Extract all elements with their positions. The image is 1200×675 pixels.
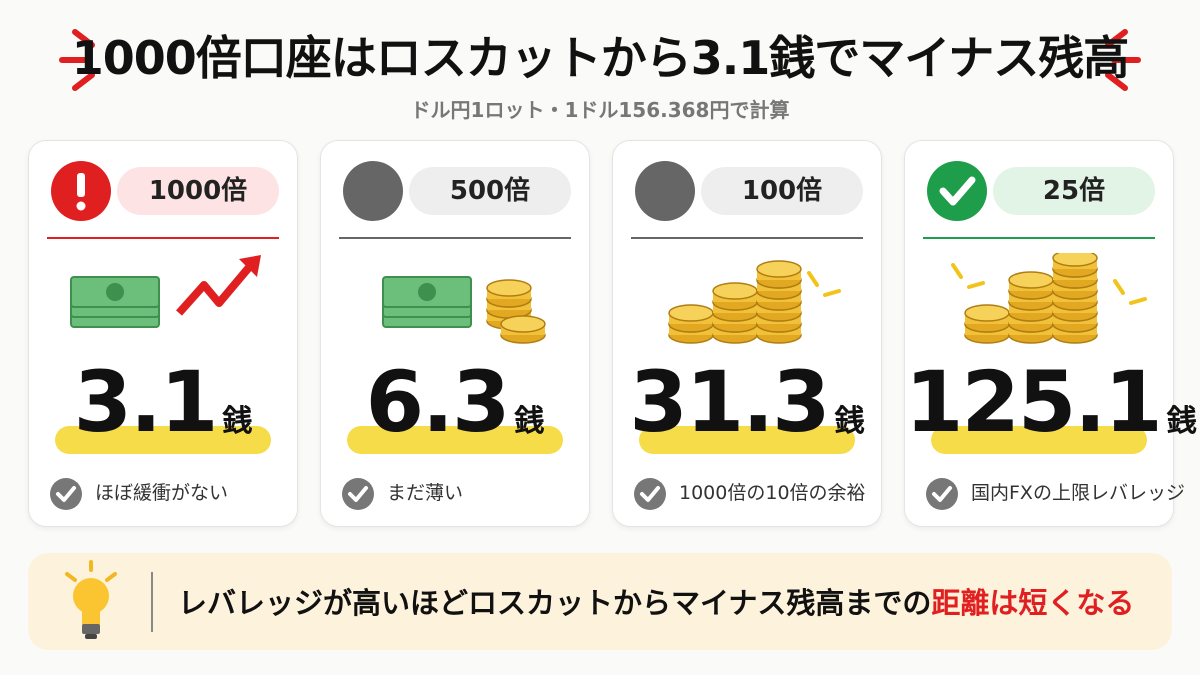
- value-row: 6.3 銭: [321, 353, 589, 451]
- value: 6.3: [365, 353, 511, 451]
- badge-icon: [51, 161, 111, 221]
- card: 100倍 31.3 銭 1000倍の10倍の余裕: [612, 140, 882, 527]
- card: 25倍 125.1 銭 国内FXの上限レバレッジ: [904, 140, 1197, 527]
- value-row: 125.1 銭: [905, 353, 1197, 451]
- illustration: [70, 255, 261, 328]
- badge-icon: [343, 161, 403, 221]
- footer-message: レバレッジが高いほどロスカットからマイナス残高までの: [178, 586, 932, 620]
- value-highlight: [931, 426, 1147, 454]
- check-icon: [634, 478, 666, 510]
- unit: 銭: [514, 404, 545, 439]
- badge-icon: [635, 161, 695, 221]
- unit: 銭: [222, 404, 253, 439]
- badge-icon: [927, 161, 987, 221]
- unit: 銭: [1166, 404, 1197, 439]
- note: 国内FXの上限レバレッジ: [971, 482, 1185, 504]
- value: 31.3: [629, 353, 830, 451]
- card: 1000倍 3.1 銭 ほぼ緩衝がない: [28, 140, 298, 527]
- footer-highlight: 距離は短くなる: [931, 586, 1135, 620]
- subtitle: ドル円1ロット・1ドル156.368円で計算: [410, 98, 790, 122]
- illustration: [668, 260, 841, 344]
- leverage-label: 1000倍: [117, 167, 279, 215]
- value: 125.1: [905, 353, 1163, 451]
- leverage-label: 500倍: [409, 167, 571, 215]
- leverage-label: 25倍: [993, 167, 1155, 215]
- value-highlight: [55, 426, 271, 454]
- title: 1000倍口座はロスカットから3.1銭でマイナス残高: [71, 31, 1130, 85]
- divider: [631, 237, 863, 239]
- divider: [47, 237, 279, 239]
- divider: [339, 237, 571, 239]
- footer-box: [28, 553, 1172, 650]
- footer-text: レバレッジが高いほどロスカットからマイナス残高までの距離は短くなる: [178, 580, 1134, 622]
- unit: 銭: [834, 404, 865, 439]
- illustration: [382, 276, 546, 344]
- illustration: [951, 253, 1147, 344]
- note: 1000倍の10倍の余裕: [679, 482, 866, 504]
- value: 3.1: [73, 353, 219, 451]
- leverage-label: 100倍: [701, 167, 863, 215]
- check-icon: [50, 478, 82, 510]
- note: まだ薄い: [387, 482, 464, 504]
- value-row: 3.1 銭: [29, 353, 297, 451]
- bulb-icon: [65, 560, 153, 639]
- value-row: 31.3 銭: [613, 353, 881, 451]
- note: ほぼ緩衝がない: [95, 482, 229, 504]
- value-highlight: [347, 426, 563, 454]
- title-decor: [59, 29, 1141, 91]
- check-icon: [926, 478, 958, 510]
- card: 500倍 6.3 銭 まだ薄い: [320, 140, 590, 527]
- divider: [923, 237, 1155, 239]
- value-highlight: [639, 426, 855, 454]
- check-icon: [342, 478, 374, 510]
